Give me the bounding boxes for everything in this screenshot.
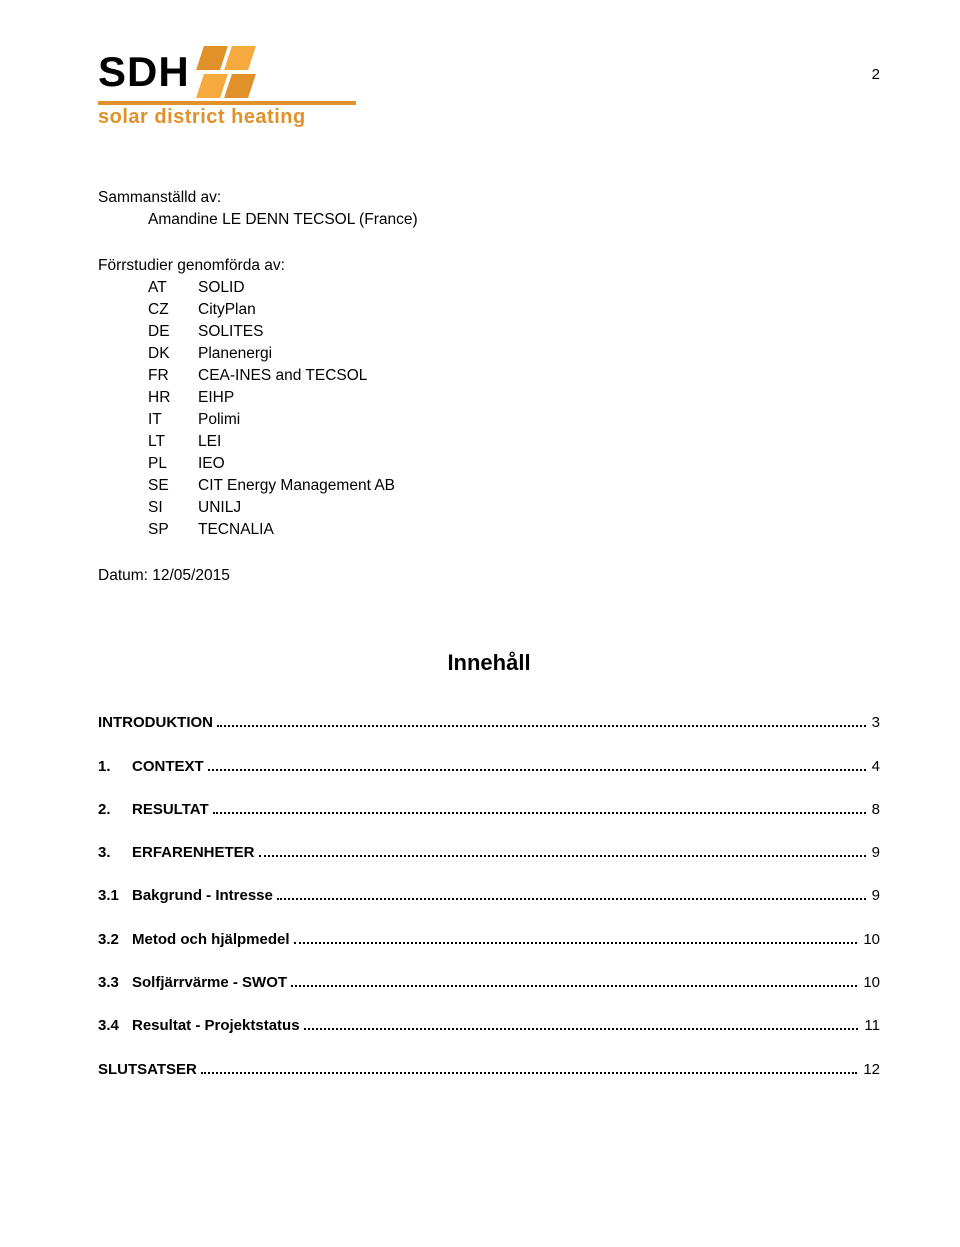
prestudy-name: Polimi (198, 409, 240, 431)
prestudy-name: UNILJ (198, 497, 241, 519)
logo-acronym: SDH (98, 51, 190, 93)
prestudy-row: DESOLITES (148, 321, 880, 343)
toc-number: 3. (98, 842, 132, 863)
toc-number: 2. (98, 799, 132, 820)
toc-page: 11 (864, 1015, 880, 1036)
toc-row: 3.ERFARENHETER 9 (98, 842, 880, 863)
toc-leader (304, 1018, 859, 1030)
compiled-by-author: Amandine LE DENN TECSOL (France) (98, 209, 880, 231)
toc-row: 3.2Metod och hjälpmedel 10 (98, 929, 880, 950)
compiled-by-label: Sammanställd av: (98, 187, 880, 209)
toc-page: 9 (872, 842, 880, 863)
toc-number: 3.1 (98, 885, 132, 906)
prestudies-label: Förrstudier genomförda av: (98, 255, 880, 277)
prestudy-name: SOLID (198, 277, 245, 299)
toc-page: 10 (863, 972, 880, 993)
toc-leader (208, 759, 866, 771)
toc-row: 3.4Resultat - Projektstatus 11 (98, 1015, 880, 1036)
prestudy-name: CityPlan (198, 299, 256, 321)
toc-label: Metod och hjälpmedel (132, 929, 290, 950)
logo-subtitle: solar district heating (98, 106, 356, 129)
toc-label: INTRODUKTION (98, 712, 213, 733)
logo-square (196, 46, 228, 70)
prestudy-code: HR (148, 387, 198, 409)
toc-row: SLUTSATSER 12 (98, 1059, 880, 1080)
prestudy-row: SECIT Energy Management AB (148, 475, 880, 497)
prestudy-code: SI (148, 497, 198, 519)
page-header: SDH solar district heating 2 (98, 46, 880, 129)
toc-page: 9 (872, 885, 880, 906)
prestudy-code: LT (148, 431, 198, 453)
prestudy-code: DK (148, 343, 198, 365)
toc-label: SLUTSATSER (98, 1059, 197, 1080)
prestudy-row: ATSOLID (148, 277, 880, 299)
prestudy-row: HREIHP (148, 387, 880, 409)
toc-row: 3.3Solfjärrvärme - SWOT 10 (98, 972, 880, 993)
prestudies-list: ATSOLIDCZCityPlanDESOLITESDKPlanenergiFR… (98, 277, 880, 541)
prestudy-code: DE (148, 321, 198, 343)
prestudy-name: SOLITES (198, 321, 263, 343)
toc-page: 12 (863, 1059, 880, 1080)
toc-leader (277, 888, 866, 900)
prestudy-code: AT (148, 277, 198, 299)
body: Sammanställd av: Amandine LE DENN TECSOL… (98, 187, 880, 1080)
date-label: Datum: 12/05/2015 (98, 565, 880, 587)
toc-row: 1.CONTEXT 4 (98, 756, 880, 777)
prestudy-name: CIT Energy Management AB (198, 475, 395, 497)
toc-page: 4 (872, 756, 880, 777)
toc-page: 3 (872, 712, 880, 733)
toc-leader (291, 975, 857, 987)
toc-leader (259, 845, 866, 857)
toc-label: Solfjärrvärme - SWOT (132, 972, 287, 993)
prestudy-name: EIHP (198, 387, 234, 409)
toc-label: ERFARENHETER (132, 842, 255, 863)
prestudy-row: ITPolimi (148, 409, 880, 431)
prestudy-code: CZ (148, 299, 198, 321)
prestudy-row: SPTECNALIA (148, 519, 880, 541)
toc-number: 1. (98, 756, 132, 777)
logo-rule (98, 101, 356, 105)
toc-row: 2.RESULTAT 8 (98, 799, 880, 820)
toc-leader (294, 932, 858, 944)
logo-square (224, 74, 256, 98)
toc-label: RESULTAT (132, 799, 209, 820)
toc-leader (217, 715, 866, 727)
prestudy-name: TECNALIA (198, 519, 274, 541)
toc: INTRODUKTION 3 1.CONTEXT 4 2.RESULTAT 8 3.ERFA… (98, 712, 880, 1080)
toc-row: 3.1Bakgrund - Intresse 9 (98, 885, 880, 906)
logo-top: SDH (98, 46, 356, 98)
toc-label: Bakgrund - Intresse (132, 885, 273, 906)
toc-page: 8 (872, 799, 880, 820)
prestudy-row: SIUNILJ (148, 497, 880, 519)
prestudy-code: PL (148, 453, 198, 475)
prestudy-name: LEI (198, 431, 221, 453)
prestudy-row: FRCEA-INES and TECSOL (148, 365, 880, 387)
toc-number: 3.2 (98, 929, 132, 950)
logo-squares-icon (200, 46, 252, 98)
toc-number: 3.3 (98, 972, 132, 993)
toc-leader (213, 802, 866, 814)
toc-title: Innehåll (98, 647, 880, 678)
logo-square (196, 74, 228, 98)
toc-label: CONTEXT (132, 756, 204, 777)
toc-row: INTRODUKTION 3 (98, 712, 880, 733)
logo: SDH solar district heating (98, 46, 356, 129)
prestudy-row: LTLEI (148, 431, 880, 453)
prestudy-code: IT (148, 409, 198, 431)
toc-label: Resultat - Projektstatus (132, 1015, 300, 1036)
prestudy-code: FR (148, 365, 198, 387)
prestudy-name: IEO (198, 453, 225, 475)
prestudy-code: SE (148, 475, 198, 497)
prestudy-name: CEA-INES and TECSOL (198, 365, 367, 387)
toc-page: 10 (863, 929, 880, 950)
prestudy-code: SP (148, 519, 198, 541)
prestudy-row: DKPlanenergi (148, 343, 880, 365)
toc-number: 3.4 (98, 1015, 132, 1036)
page-number: 2 (872, 66, 880, 83)
prestudy-row: PLIEO (148, 453, 880, 475)
toc-leader (201, 1062, 857, 1074)
prestudy-name: Planenergi (198, 343, 272, 365)
prestudy-row: CZCityPlan (148, 299, 880, 321)
logo-square (224, 46, 256, 70)
